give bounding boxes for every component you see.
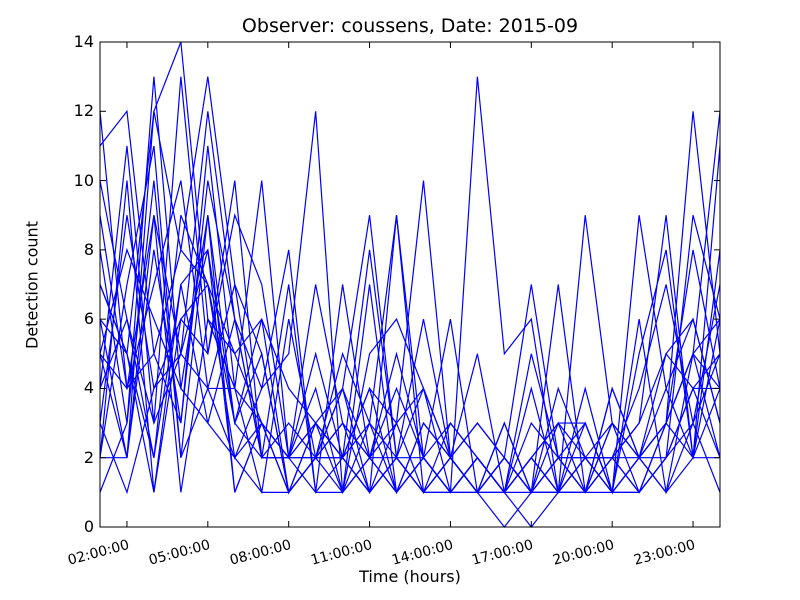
plot-frame bbox=[99, 41, 721, 528]
series-line-19 bbox=[99, 249, 721, 495]
series-line-7 bbox=[99, 76, 721, 493]
series-layer bbox=[99, 41, 721, 528]
chart-title: Observer: coussens, Date: 2015-09 bbox=[241, 15, 579, 37]
series-line-15 bbox=[99, 283, 721, 494]
y-tick-label: 10 bbox=[73, 170, 94, 190]
y-tick-label: 14 bbox=[73, 32, 94, 51]
series-line-11 bbox=[99, 180, 721, 495]
tick-marks bbox=[100, 41, 720, 528]
series-line-4 bbox=[99, 76, 721, 494]
x-axis-label: Time (hours) bbox=[359, 567, 461, 586]
y-tick-label: 0 bbox=[83, 517, 94, 536]
y-tick-label: 2 bbox=[83, 447, 94, 467]
series-line-16 bbox=[99, 249, 720, 495]
y-tick-label: 12 bbox=[73, 101, 94, 121]
y-axis-label: Detection count bbox=[22, 221, 42, 349]
series-line-2 bbox=[100, 41, 721, 528]
series-line-18 bbox=[99, 215, 721, 495]
series-line-20 bbox=[99, 145, 721, 494]
y-tick-label: 8 bbox=[83, 239, 94, 259]
series-line-6 bbox=[99, 76, 721, 495]
y-tick-label: 4 bbox=[83, 378, 94, 398]
y-tick-label: 6 bbox=[83, 309, 94, 329]
series-line-14 bbox=[99, 76, 720, 494]
